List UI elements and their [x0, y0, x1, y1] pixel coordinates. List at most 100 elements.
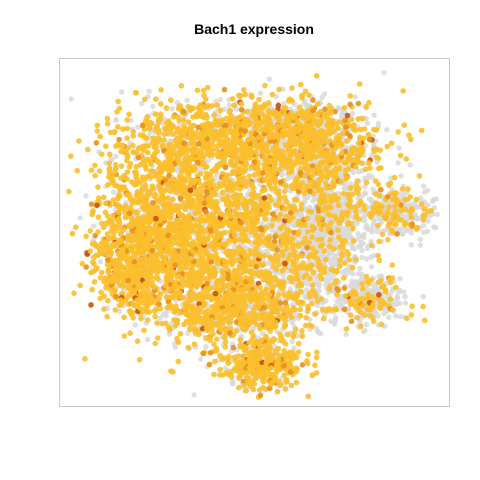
- cell-point-background: [113, 117, 119, 123]
- cell-point-expressing: [244, 108, 251, 115]
- cell-point-expressing: [174, 135, 181, 142]
- cell-point-background: [375, 120, 381, 127]
- cell-point-expressing: [170, 196, 176, 202]
- cell-point-background: [402, 294, 408, 300]
- cell-point-background: [321, 91, 328, 97]
- cell-point-expressing: [202, 175, 209, 181]
- cell-point-background: [381, 70, 387, 76]
- cell-point-expressing: [137, 179, 143, 186]
- cell-point-expressing: [96, 168, 103, 174]
- cell-point-expressing: [115, 209, 121, 216]
- cell-point-expressing: [118, 184, 124, 190]
- cell-point-background: [289, 338, 295, 345]
- cell-point-background: [408, 242, 414, 248]
- cell-point-expressing: [168, 97, 174, 103]
- cell-point-background: [139, 100, 145, 107]
- cell-point-background: [330, 256, 336, 262]
- cell-point-background: [337, 301, 343, 308]
- cell-point-expressing: [106, 235, 112, 242]
- cell-point-expressing: [297, 81, 304, 88]
- cell-point-expressing: [130, 129, 137, 135]
- cell-point-expressing: [142, 96, 148, 103]
- cell-point-expressing: [110, 212, 116, 219]
- cell-point-expressing: [88, 201, 95, 207]
- cell-point-expressing: [113, 165, 119, 171]
- cell-point-background: [169, 106, 175, 112]
- cell-point-expressing: [141, 177, 148, 183]
- cell-point-background: [397, 314, 404, 320]
- cell-point-background: [429, 198, 436, 205]
- cell-point-expressing: [114, 201, 120, 208]
- cell-point-expressing: [111, 129, 118, 135]
- cell-point-expressing: [133, 163, 140, 170]
- cell-point-background: [217, 96, 223, 103]
- cell-point-background: [357, 265, 363, 272]
- cell-point-expressing: [395, 129, 402, 135]
- cell-point-background: [408, 230, 414, 236]
- cell-point-expressing: [148, 161, 154, 167]
- cell-point-expressing: [328, 105, 335, 112]
- cell-point-expressing: [76, 138, 82, 144]
- cell-point-expressing: [97, 133, 103, 140]
- cell-point-expressing: [348, 116, 355, 123]
- cell-point-expressing: [151, 144, 158, 150]
- cell-point-expressing: [276, 86, 282, 93]
- cell-point-expressing: [155, 335, 161, 341]
- cell-point-expressing: [94, 122, 100, 129]
- cell-point-expressing: [120, 126, 126, 132]
- cell-point-expressing: [124, 169, 131, 175]
- cell-point-expressing: [217, 107, 224, 114]
- cell-point-expressing: [289, 85, 295, 91]
- cell-point-expressing: [102, 200, 109, 207]
- cell-point-background: [266, 76, 273, 82]
- cell-point-background: [398, 173, 404, 179]
- cell-point-expressing: [160, 196, 167, 202]
- cell-point-expressing: [118, 175, 124, 181]
- cell-point-expressing: [115, 98, 121, 105]
- cell-point-background: [434, 211, 440, 218]
- cell-point-background: [359, 254, 365, 261]
- cell-point-background: [397, 276, 403, 282]
- cell-point-background: [421, 183, 427, 189]
- cell-point-background: [362, 190, 368, 196]
- cell-point-expressing: [229, 96, 236, 102]
- cell-point-background: [352, 94, 358, 100]
- cell-point-expressing: [95, 229, 101, 235]
- cell-point-background: [344, 227, 350, 233]
- cell-point-expressing: [397, 152, 404, 159]
- cell-point-expressing: [169, 151, 176, 158]
- cell-point-expressing: [89, 211, 95, 218]
- cell-point-background: [361, 216, 367, 222]
- cell-point-expressing: [388, 140, 395, 146]
- cell-point-expressing: [143, 166, 149, 172]
- cell-point-expressing: [306, 92, 312, 98]
- cell-point-expressing: [95, 184, 101, 190]
- cell-point-expressing: [400, 88, 407, 94]
- cell-point-expressing: [231, 102, 237, 109]
- cell-point-expressing: [157, 101, 164, 107]
- cell-point-background: [132, 322, 138, 328]
- cell-point-background: [119, 89, 125, 95]
- cell-point-background: [280, 137, 286, 144]
- cell-point-expressing: [124, 117, 130, 123]
- cell-point-expressing: [161, 137, 167, 143]
- cell-point-background: [394, 295, 400, 301]
- cell-point-expressing: [101, 194, 107, 201]
- cell-point-expressing: [249, 94, 255, 100]
- cell-point-expressing: [141, 134, 147, 140]
- cell-point-expressing: [71, 290, 77, 297]
- cell-point-expressing: [94, 202, 100, 209]
- cell-point-background: [371, 219, 377, 225]
- cell-point-expressing: [142, 182, 149, 189]
- cell-point-expressing: [120, 148, 127, 154]
- cell-point-expressing: [209, 103, 215, 109]
- cell-point-background: [349, 110, 356, 117]
- cell-point-background: [395, 160, 401, 166]
- cell-point-expressing: [73, 224, 79, 230]
- cell-point-background: [355, 271, 362, 277]
- cell-point-background: [257, 90, 264, 96]
- cell-point-expressing: [237, 92, 244, 99]
- cell-point-expressing: [243, 148, 249, 154]
- cell-point-expressing: [183, 145, 190, 152]
- cell-point-background: [431, 224, 437, 230]
